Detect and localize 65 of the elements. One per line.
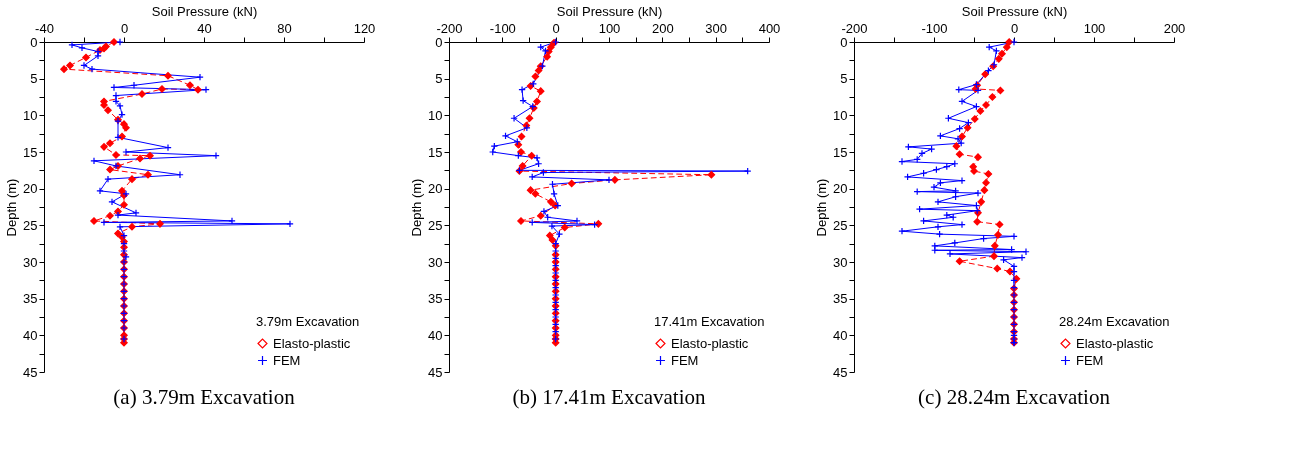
y-tick-label: 25 [833,217,848,233]
y-tick-label: 5 [435,71,443,87]
legend-title: 28.24m Excavation [1059,314,1170,329]
y-tick-label: 5 [840,71,848,87]
x-tick-label: 100 [598,20,621,36]
x-tick-label: 0 [1010,20,1019,36]
x-tick-label: 40 [197,20,212,36]
y-tick-label: 35 [23,291,38,307]
y-tick-label: 15 [23,144,38,160]
y-tick-label: 40 [23,327,38,343]
y-tick-label: 45 [833,364,848,380]
y-tick-label: 0 [30,34,38,50]
y-tick-label: 15 [428,144,443,160]
legend-label: FEM [1076,352,1104,368]
legend-label: Elasto-plastic [273,335,351,351]
legend-label: Elasto-plastic [1076,335,1154,351]
y-tick-label: 20 [428,181,443,197]
y-tick-label: 40 [428,327,443,343]
x-tick-label: 100 [1083,20,1106,36]
x-tick-label: 200 [1163,20,1186,36]
x-tick-label: -100 [921,20,948,36]
legend-title: 3.79m Excavation [256,314,360,329]
y-axis-title: Depth (m) [4,178,20,237]
y-tick-label: 25 [428,217,443,233]
text: (a) 3.79m Excavation [113,385,296,409]
x-tick-label: -100 [489,20,516,36]
y-tick-label: 10 [428,107,443,123]
y-tick-label: 40 [833,327,848,343]
x-axis-title: Soil Pressure (kN) [961,3,1068,19]
y-tick-label: 30 [23,254,38,270]
y-tick-label: 10 [23,107,38,123]
text: (b) 17.41m Excavation [512,385,707,409]
x-tick-label: 80 [277,20,292,36]
y-tick-label: 0 [435,34,443,50]
x-tick-label: -200 [841,20,868,36]
legend-title: 17.41m Excavation [654,314,765,329]
y-tick-label: 10 [833,107,848,123]
y-tick-label: 35 [428,291,443,307]
x-tick-label: 400 [758,20,781,36]
y-axis-title: Depth (m) [814,178,830,237]
y-tick-label: 5 [30,71,38,87]
y-tick-label: 30 [833,254,848,270]
legend-label: FEM [273,352,301,368]
x-axis-title: Soil Pressure (kN) [151,3,258,19]
legend-label: FEM [671,352,699,368]
y-tick-label: 45 [428,364,443,380]
legend-label: Elasto-plastic [671,335,749,351]
y-tick-label: 0 [840,34,848,50]
text: (c) 28.24m Excavation [918,385,1111,409]
y-tick-label: 25 [23,217,38,233]
y-tick-label: 35 [833,291,848,307]
y-axis-title: Depth (m) [409,178,425,237]
x-tick-label: 300 [705,20,728,36]
y-tick-label: 15 [833,144,848,160]
x-tick-label: 0 [552,20,560,36]
y-tick-label: 45 [23,364,38,380]
y-tick-label: 30 [428,254,443,270]
x-axis-title: Soil Pressure (kN) [556,3,663,19]
x-tick-label: -40 [35,20,54,36]
y-tick-label: 20 [23,181,38,197]
x-tick-label: 200 [651,20,674,36]
x-tick-label: 0 [120,20,129,36]
y-tick-label: 20 [833,181,848,197]
x-tick-label: 120 [353,20,376,36]
x-tick-label: -200 [436,20,463,36]
